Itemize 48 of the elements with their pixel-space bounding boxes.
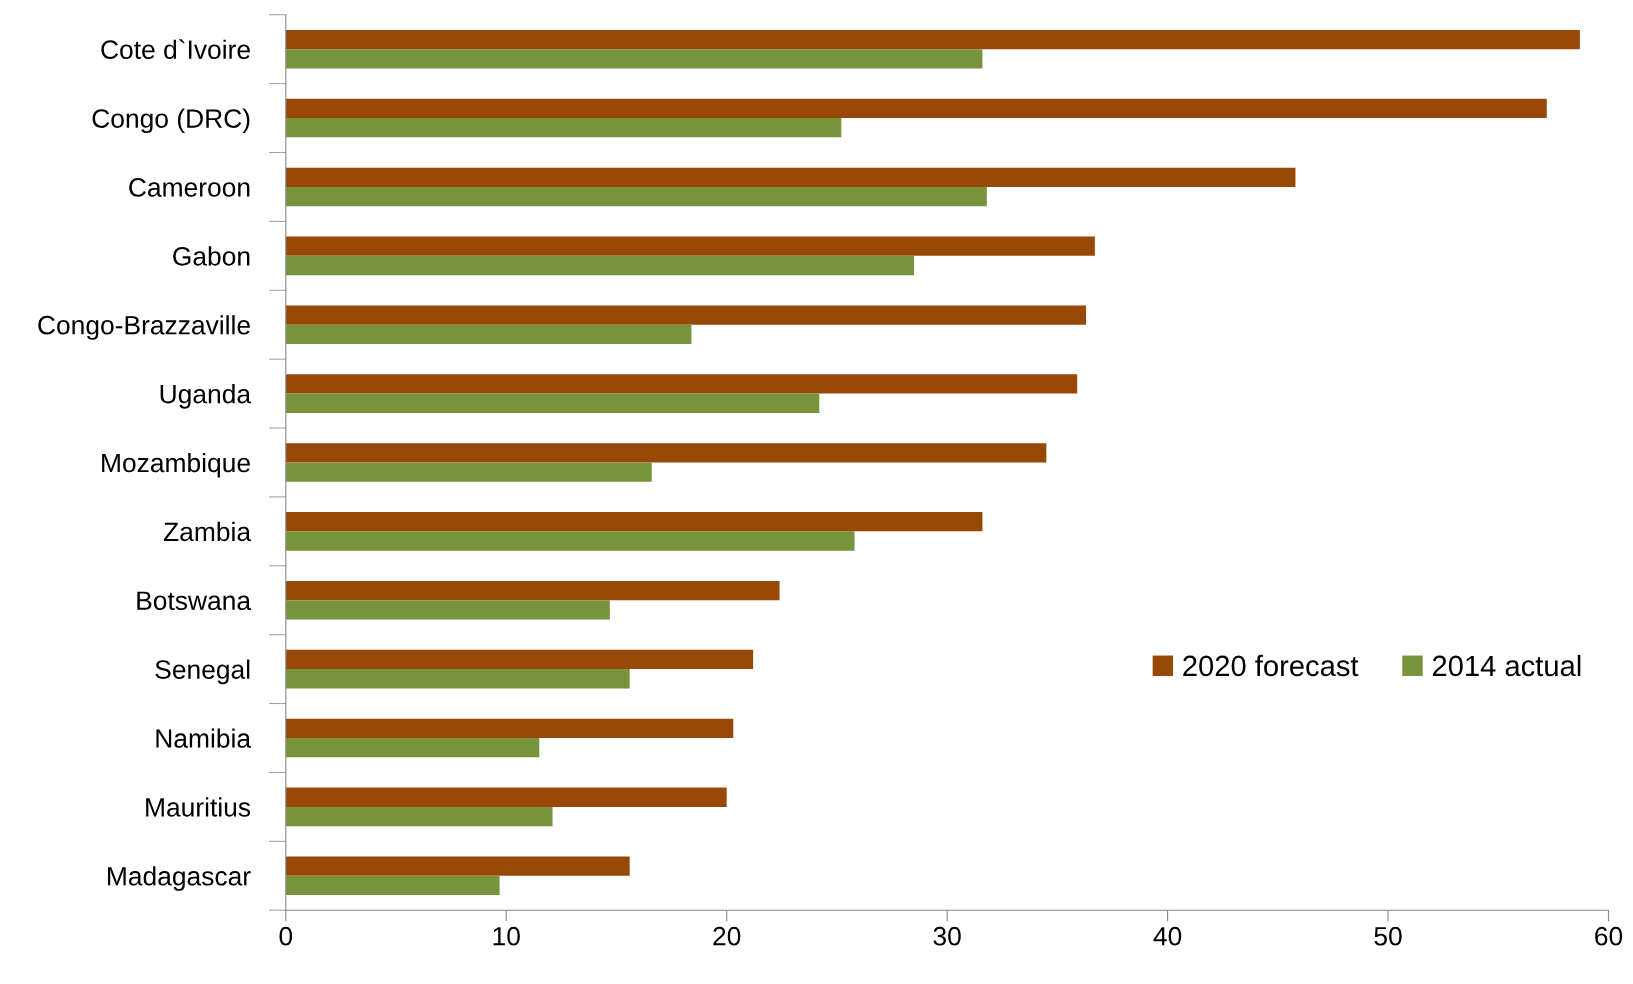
y-tick-label: Uganda <box>160 384 252 409</box>
bar <box>285 49 983 69</box>
y-tick-label: Mauritius <box>146 797 251 817</box>
bar <box>285 856 630 876</box>
bar <box>285 29 1580 50</box>
legend-label: 2014 actual <box>1432 654 1581 677</box>
bar <box>285 512 983 532</box>
x-tick-label: 10 <box>493 926 520 946</box>
x-tick-label: 60 <box>1595 926 1623 946</box>
y-tick-label: Zambia <box>163 521 252 542</box>
bar <box>285 305 1087 325</box>
x-tick-label: 40 <box>1153 926 1182 946</box>
bar <box>285 600 610 620</box>
bar <box>285 118 842 138</box>
y-tick-label: Namibia <box>156 728 252 748</box>
bar <box>285 374 1078 394</box>
y-tick-label: Botswana <box>137 591 252 611</box>
bar <box>285 806 553 827</box>
x-tick-label: 20 <box>713 926 741 946</box>
bar <box>285 649 754 670</box>
bar <box>285 580 780 601</box>
bar <box>285 236 1095 256</box>
bar <box>285 462 652 482</box>
x-tick-label: 50 <box>1374 926 1402 946</box>
bar <box>285 324 692 345</box>
y-tick-label: Gabon <box>173 246 250 266</box>
y-tick-label: Senegal <box>155 659 250 685</box>
y-tick-label: Congo-Brazzaville <box>38 315 250 340</box>
y-tick-label: Cameroon <box>129 178 250 197</box>
bar <box>285 738 540 758</box>
y-tick-label: Congo (DRC) <box>92 108 250 134</box>
bar <box>285 255 915 276</box>
bar <box>285 186 987 207</box>
bar <box>285 875 500 896</box>
bar <box>285 98 1547 119</box>
x-tick-label: 0 <box>279 926 293 946</box>
y-tick-label: Mozambique <box>102 452 250 478</box>
bar <box>285 531 855 551</box>
y-tick-label: Madagascar <box>108 866 251 891</box>
bar <box>285 443 1047 463</box>
bar <box>285 669 630 689</box>
bar <box>285 718 734 738</box>
bar <box>285 167 1296 187</box>
x-tick-label: 30 <box>933 926 961 946</box>
y-tick-label: Cote d`Ivoire <box>101 39 250 60</box>
bar <box>285 393 820 413</box>
bar <box>285 787 727 807</box>
legend-label: 2020 forecast <box>1183 654 1359 677</box>
